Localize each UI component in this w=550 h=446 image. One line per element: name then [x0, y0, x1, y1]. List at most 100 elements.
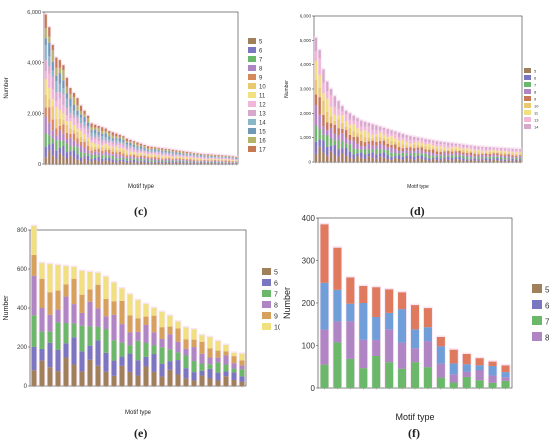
bar-segment	[87, 271, 93, 290]
bar-segment	[360, 120, 363, 127]
bar-segment	[125, 144, 128, 147]
bar-segment	[101, 158, 104, 162]
bar-segment	[410, 362, 420, 388]
bar-segment	[401, 134, 405, 138]
bar-segment	[143, 342, 149, 357]
bar-segment	[397, 142, 401, 148]
bar-segment	[132, 158, 136, 160]
bar-segment	[228, 158, 231, 159]
bar-segment	[111, 360, 117, 376]
bar-segment	[122, 146, 125, 149]
bar-segment	[420, 138, 423, 140]
bar-segment	[83, 148, 86, 153]
bar-segment	[410, 305, 420, 330]
bar-segment	[143, 157, 146, 160]
bar-segment	[203, 154, 206, 155]
bar-segment	[146, 151, 150, 154]
legend-label: 8	[274, 303, 278, 310]
bar-segment	[224, 160, 227, 162]
bar-segment	[314, 125, 318, 142]
bar-segment	[439, 160, 442, 162]
bar-segment	[428, 151, 431, 156]
bar-segment	[462, 154, 465, 156]
bar-segment	[108, 132, 111, 137]
bar-segment	[104, 140, 107, 143]
bar-segment	[199, 160, 203, 162]
bar-segment	[167, 315, 173, 327]
bar-segment	[213, 158, 217, 159]
bar-segment	[462, 376, 471, 388]
bar-segment	[518, 156, 522, 158]
bar-segment	[175, 156, 178, 158]
bar-segment	[409, 143, 412, 146]
bar-segment	[398, 342, 407, 369]
bar-segment	[518, 155, 522, 157]
bar-segment	[171, 159, 174, 161]
y-tick-label: 1,000	[300, 135, 312, 140]
bar-segment	[171, 157, 174, 159]
bar-segment	[213, 156, 217, 158]
bar-segment	[48, 27, 51, 37]
bar-segment	[221, 163, 224, 164]
bar-segment	[146, 155, 150, 158]
bar-segment	[192, 155, 196, 158]
bar-segment	[83, 156, 86, 159]
bar-segment	[344, 126, 348, 131]
bar-segment	[103, 316, 109, 330]
bar-segment	[175, 152, 178, 154]
bar-segment	[55, 371, 61, 386]
bar-segment	[58, 67, 61, 74]
bar-segment	[382, 127, 386, 131]
panel-c: 0 2,000 4,000 6,000 Motif type Number 5 6 7 8 9 10 1…	[0, 4, 272, 197]
bar-segment	[71, 323, 77, 338]
bar-segment	[356, 156, 359, 162]
bar-segment	[178, 154, 181, 156]
bar-segment	[413, 159, 416, 162]
y-tick-label: 400	[17, 306, 28, 312]
bar-segment	[507, 156, 510, 159]
bar-segment	[401, 148, 405, 151]
bar-segment	[79, 127, 83, 131]
legend-label: 6	[274, 281, 278, 288]
bar-segment	[76, 147, 79, 155]
bar-segment	[125, 146, 128, 149]
bar-segment	[329, 145, 333, 152]
bar-segment	[168, 156, 171, 158]
bar-segment	[97, 152, 100, 156]
bar-segment	[72, 150, 76, 158]
bar-segment	[101, 147, 104, 151]
bar-segment	[115, 160, 118, 163]
bar-segment	[150, 162, 153, 164]
bar-segment	[108, 141, 111, 143]
bar-segment	[454, 149, 457, 152]
bar-segment	[178, 155, 181, 157]
legend-swatch	[524, 103, 531, 108]
bar-segment	[385, 289, 394, 313]
bar-segment	[90, 139, 93, 143]
bar-segment	[318, 146, 321, 162]
bar-segment	[157, 159, 160, 161]
bar-segment	[344, 110, 348, 115]
bar-segment	[333, 289, 342, 322]
bar-segment	[484, 157, 488, 159]
bar-segment	[51, 143, 54, 156]
bar-segment	[154, 156, 157, 158]
bar-segment	[175, 155, 178, 157]
bar-segment	[69, 155, 72, 164]
bar-segment	[51, 138, 54, 144]
bar-segment	[168, 153, 171, 156]
bar-segment	[83, 128, 86, 135]
bar-segment	[62, 145, 65, 157]
bar-segment	[48, 87, 51, 100]
bar-segment	[72, 115, 76, 119]
bar-segment	[515, 161, 518, 162]
bar-segment	[62, 156, 65, 164]
x-axis-label: Motif type	[395, 412, 434, 422]
bar-segment	[139, 150, 143, 152]
bar-segment	[352, 154, 355, 159]
bar-segment	[157, 156, 160, 158]
bar-segment	[410, 329, 420, 349]
bar-segment	[31, 254, 37, 276]
bar-segment	[178, 152, 181, 155]
bar-segment	[47, 342, 53, 368]
